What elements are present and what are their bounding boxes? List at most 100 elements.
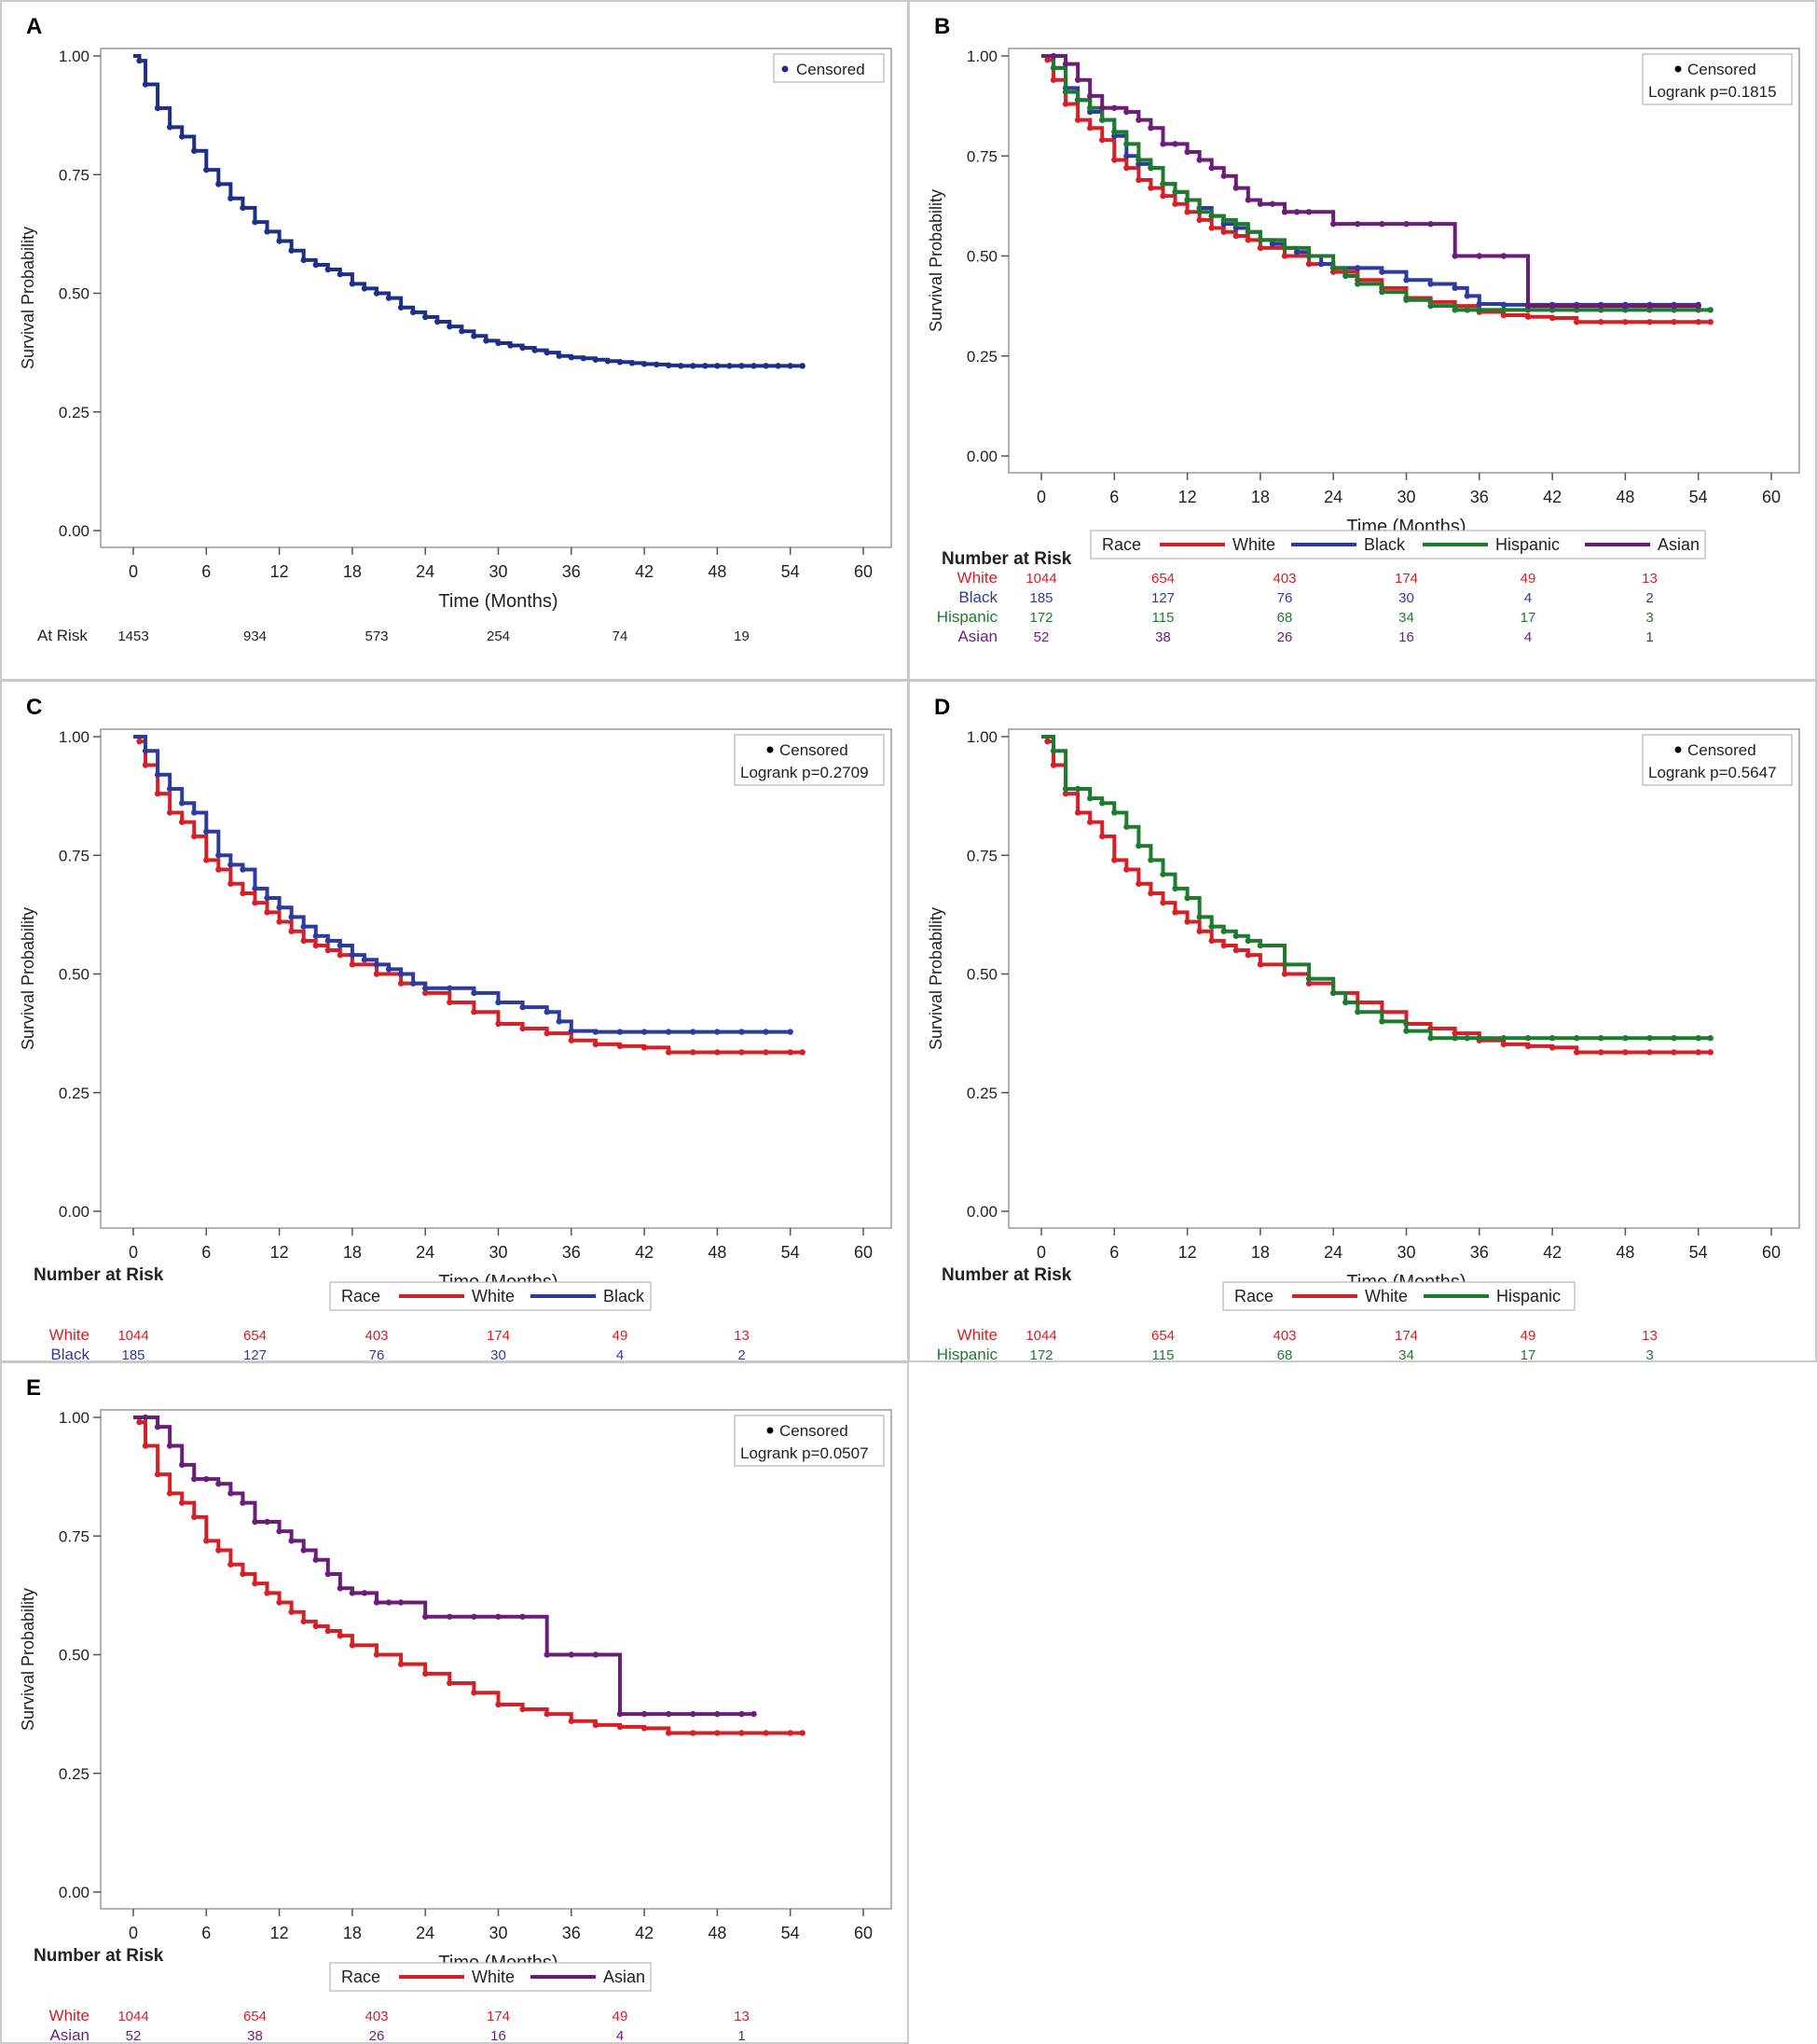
- censor-marker-hispanic: [1427, 1035, 1434, 1042]
- risk-value: 76: [1277, 590, 1293, 606]
- censor-marker-white: [544, 1029, 550, 1037]
- censor-marker-asian: [1622, 302, 1629, 310]
- censor-marker-hispanic: [1184, 197, 1191, 203]
- risk-value: 49: [1521, 571, 1536, 587]
- censor-marker-black: [337, 942, 344, 949]
- panel-b: [908, 0, 1817, 681]
- censor-marker-white: [240, 890, 246, 897]
- y-axis-label: Survival Probability: [927, 189, 945, 332]
- censor-marker-hispanic: [1123, 823, 1130, 830]
- censor-marker-white: [191, 1513, 198, 1521]
- risk-value: 16: [1398, 629, 1414, 645]
- censor-marker-hispanic: [1330, 265, 1337, 271]
- censor-marker-overall: [300, 256, 307, 264]
- risk-value: 403: [365, 1328, 388, 1344]
- censor-marker-white: [312, 1623, 319, 1630]
- censor-marker-hispanic: [1342, 272, 1349, 280]
- censor-marker-white: [276, 918, 282, 925]
- y-tick-label: 0.00: [59, 522, 89, 540]
- censor-marker-overall: [276, 238, 282, 244]
- censor-marker-white: [568, 1718, 574, 1724]
- censor-marker-white: [1598, 1049, 1604, 1056]
- censor-marker-hispanic: [1050, 748, 1057, 754]
- censor-marker-overall: [787, 363, 793, 369]
- censor-marker-asian: [422, 1613, 429, 1620]
- x-tick-label: 6: [201, 1243, 211, 1262]
- censor-marker-white: [215, 1547, 222, 1554]
- censor-marker-white: [1136, 880, 1142, 887]
- y-tick-label: 0.25: [59, 1084, 89, 1102]
- x-tick-label: 24: [1324, 1243, 1342, 1262]
- censor-marker-hispanic: [1062, 89, 1069, 95]
- censor-marker-hispanic: [1452, 1035, 1458, 1042]
- censor-marker-overall: [604, 358, 612, 365]
- censor-marker-overall: [628, 360, 636, 366]
- risk-value: 49: [1521, 1328, 1536, 1344]
- censor-marker-white: [349, 1642, 356, 1649]
- censor-marker-white: [1172, 200, 1178, 207]
- censor-marker-asian: [495, 1613, 502, 1620]
- x-tick-label: 42: [635, 1924, 654, 1942]
- censor-marker-black: [324, 937, 331, 945]
- censor-marker-white: [276, 1599, 282, 1606]
- y-tick-label: 1.00: [967, 48, 998, 65]
- censor-marker-white: [592, 1041, 599, 1048]
- plot-frame: [100, 1409, 892, 1910]
- censor-marker-hispanic: [1123, 141, 1130, 147]
- censor-marker-asian: [264, 1518, 270, 1526]
- x-tick-label: 24: [1324, 488, 1342, 506]
- censor-marker-white: [288, 928, 295, 934]
- censor-marker-black: [556, 1018, 562, 1025]
- censor-marker-white: [763, 1049, 769, 1056]
- censor-marker-overall: [422, 313, 429, 321]
- censor-marker-asian: [1123, 108, 1130, 116]
- x-tick-label: 48: [708, 562, 726, 581]
- censor-marker-black: [1427, 281, 1434, 287]
- censor-marker-hispanic: [1549, 1035, 1556, 1042]
- censor-marker-white: [1196, 928, 1203, 934]
- censor-marker-white: [136, 1418, 143, 1426]
- censor-marker-asian: [1172, 141, 1178, 147]
- x-axis-label: Time (Months): [438, 591, 557, 612]
- legend-censored-label: Censored: [779, 1422, 848, 1440]
- risk-row-label: White: [49, 2007, 89, 2024]
- censor-marker-asian: [240, 1499, 246, 1506]
- y-tick-label: 0.25: [967, 1084, 998, 1102]
- x-tick-label: 48: [708, 1924, 726, 1942]
- censor-marker-black: [471, 989, 477, 997]
- censor-marker-white: [1574, 1049, 1580, 1056]
- censor-marker-white: [568, 1037, 574, 1043]
- censor-marker-asian: [154, 1423, 161, 1430]
- censor-marker-white: [203, 1538, 210, 1544]
- x-tick-label: 60: [1762, 488, 1781, 506]
- censor-marker-black: [714, 1029, 721, 1035]
- risk-value: 403: [365, 2009, 388, 2024]
- censor-marker-asian: [1500, 253, 1507, 259]
- censor-marker-black: [544, 1009, 550, 1015]
- race-legend-entry: Hispanic: [1496, 1287, 1561, 1305]
- censor-marker-overall: [252, 218, 258, 226]
- y-tick-label: 0.25: [967, 348, 998, 366]
- censor-marker-overall: [653, 361, 660, 368]
- censor-marker-asian: [1062, 61, 1069, 67]
- censor-marker-hispanic: [1452, 307, 1458, 313]
- censor-marker-hispanic: [1257, 942, 1264, 949]
- series-line-overall: [133, 54, 803, 368]
- panel-e: [0, 1361, 909, 2044]
- censor-marker-white: [1220, 228, 1227, 235]
- censor-marker-white: [495, 1020, 502, 1028]
- censor-marker-asian: [1245, 197, 1252, 203]
- race-legend-entry: White: [472, 1287, 515, 1305]
- risk-value: 49: [613, 2009, 628, 2024]
- x-tick-label: 0: [1037, 488, 1046, 506]
- risk-value: 4: [1524, 629, 1532, 645]
- censor-marker-hispanic: [1403, 297, 1410, 303]
- race-legend-title: Race: [1234, 1287, 1273, 1305]
- censor-marker-overall: [142, 81, 149, 88]
- censor-marker-hispanic: [1087, 794, 1094, 802]
- censor-marker-white: [1695, 319, 1701, 325]
- censor-marker-hispanic: [1707, 307, 1714, 313]
- censored-marker-icon: [1674, 65, 1682, 73]
- censor-marker-white: [288, 1609, 295, 1615]
